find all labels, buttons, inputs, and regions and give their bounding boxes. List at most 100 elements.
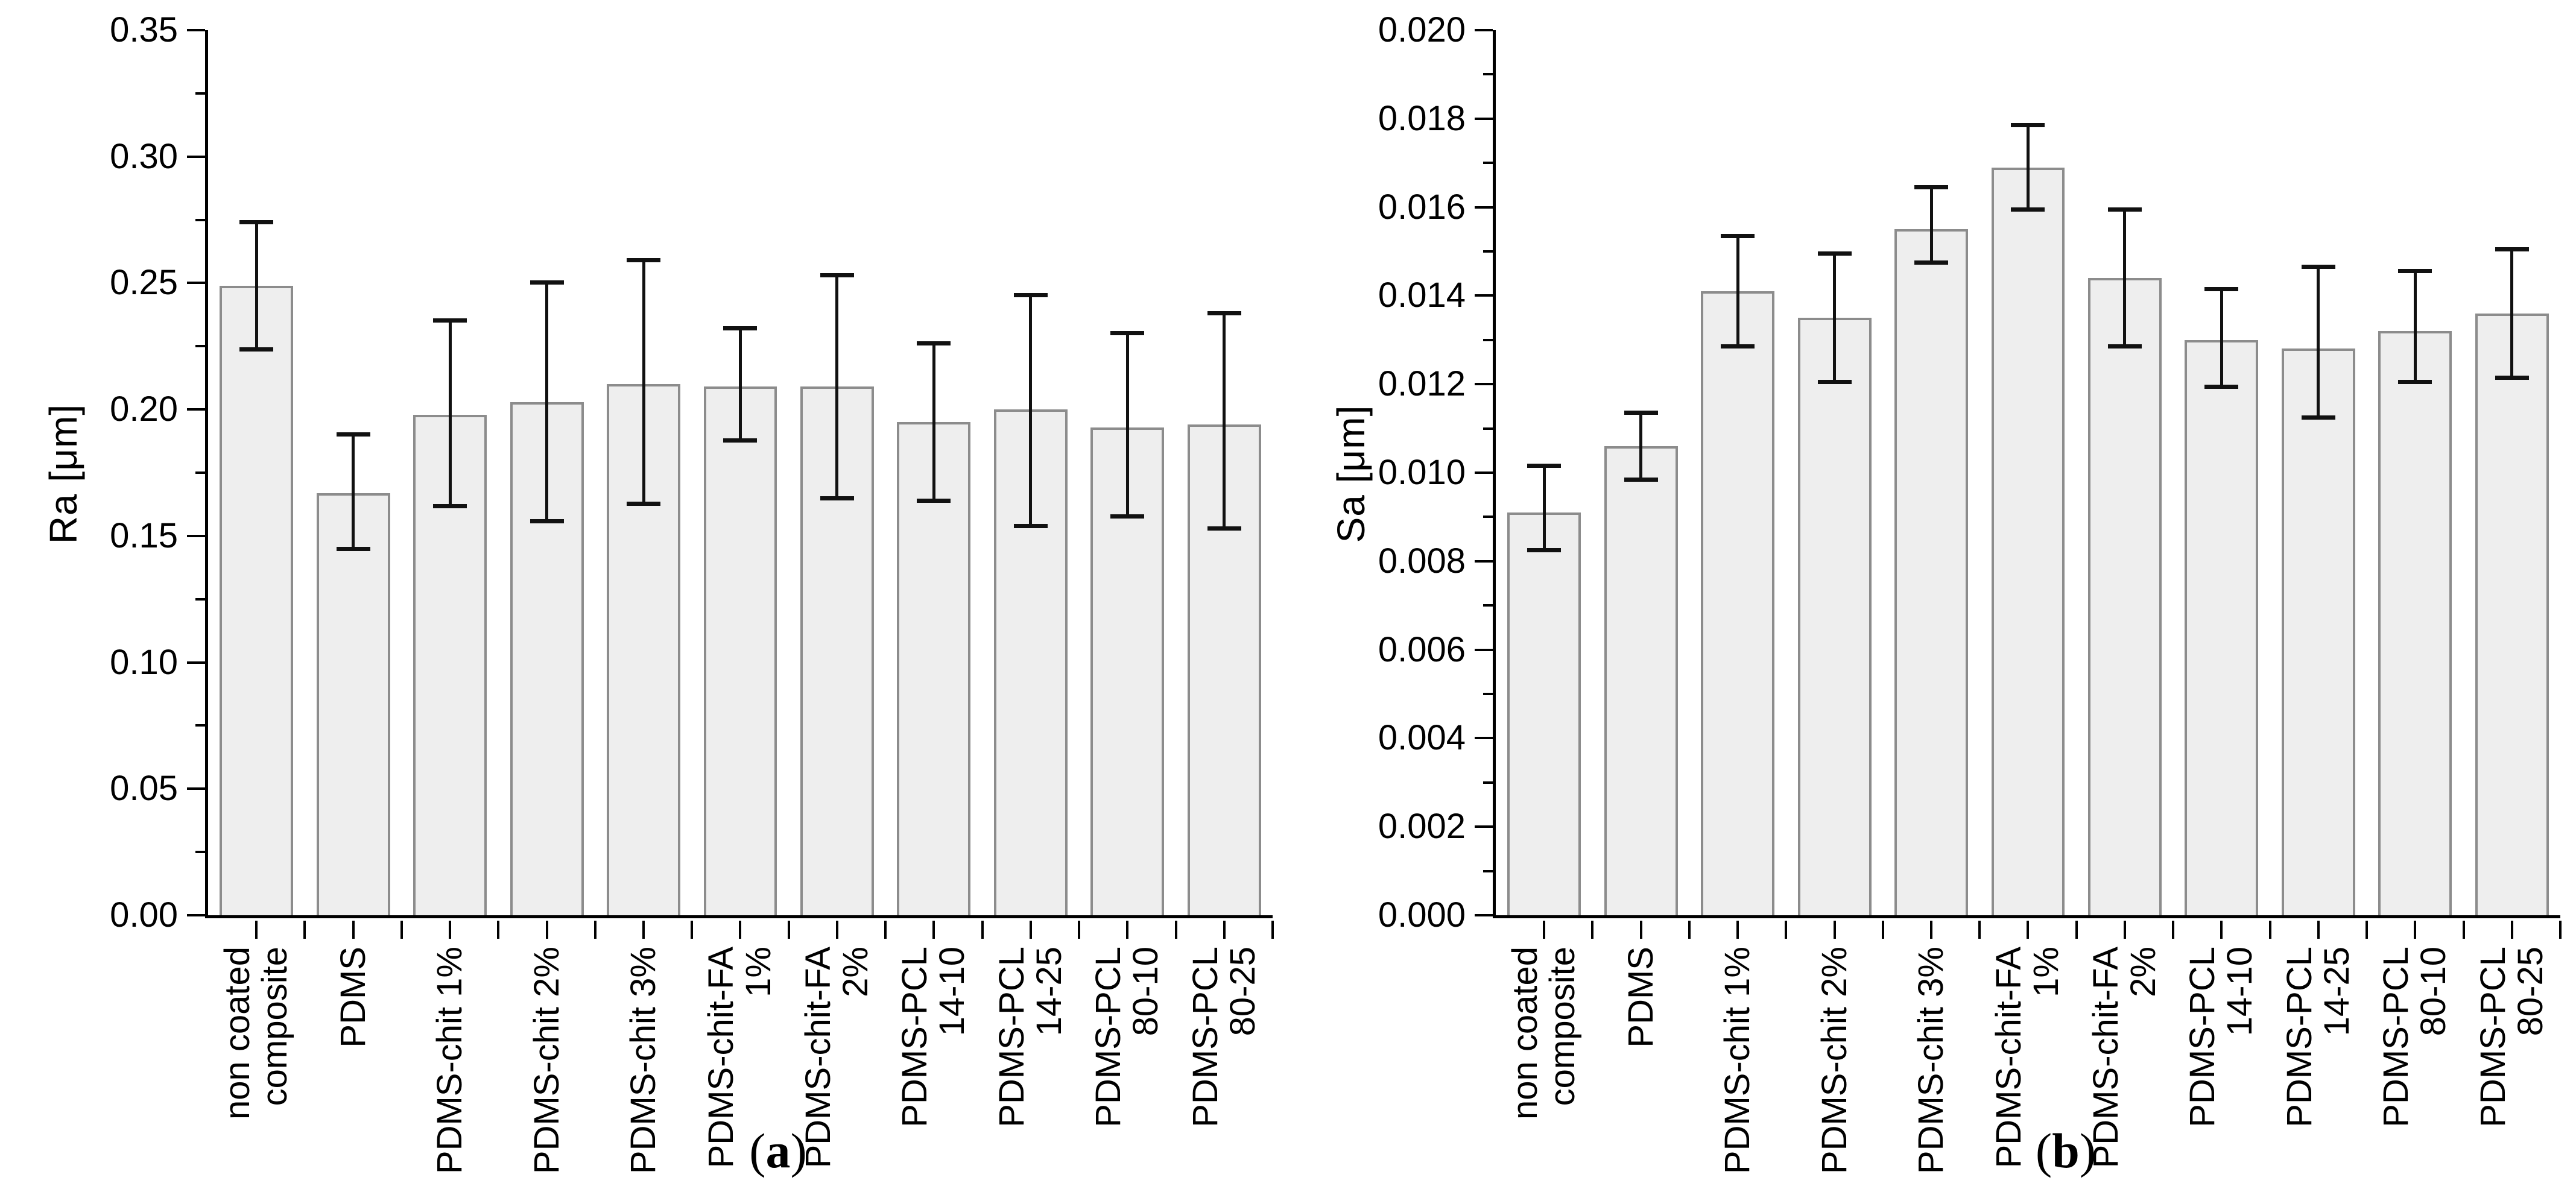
bars-container-a: non coated composite PDMS PDMS-chit 1% PDMS-… (208, 30, 1274, 1174)
panel-letter: a (765, 1123, 791, 1178)
error-bar-cap-bottom (1914, 260, 1949, 265)
x-major-tick (2220, 921, 2223, 939)
y-minor-tick (1483, 73, 1493, 76)
x-boundary-tick (1688, 921, 1691, 939)
panel-label-paren: ( (2035, 1123, 2052, 1178)
error-bar (1013, 293, 1048, 529)
plot-area-a: non coated composite PDMS PDMS-chit 1% PDMS-… (110, 13, 1274, 1174)
bar-slot: PDMS (303, 30, 401, 1048)
error-bar-cap-bottom (530, 519, 564, 523)
x-boundary-tick (884, 921, 887, 939)
x-boundary-tick (1174, 921, 1177, 939)
error-bar-line (2413, 269, 2417, 385)
error-bar-cap-bottom (2495, 375, 2529, 380)
error-bar (1817, 251, 1852, 385)
error-bar (2398, 269, 2432, 385)
panel-label-paren: ) (2079, 1123, 2097, 1178)
x-major-tick (739, 921, 742, 939)
error-bar (530, 280, 564, 523)
y-minor-tick (195, 92, 205, 95)
x-boundary-tick (593, 921, 597, 939)
x-boundary-tick (497, 921, 500, 939)
error-bar-cap-top (820, 273, 854, 277)
error-bar-line (2510, 247, 2514, 380)
y-tick-label: 0.35 (110, 10, 178, 49)
y-major-tick (187, 29, 205, 31)
x-boundary-tick (1978, 921, 1981, 939)
x-major-tick (1736, 921, 1739, 939)
y-tick-label: 0.20 (110, 389, 178, 429)
x-boundary-tick (787, 921, 790, 939)
x-major-tick (2027, 921, 2030, 939)
error-bar (820, 273, 854, 501)
error-bar-cap-top (1721, 233, 1755, 238)
y-tick-label: 0.002 (1378, 807, 1466, 847)
bar-slot: PDMS-chit 2% (1785, 30, 1882, 1174)
y-major-tick (1475, 737, 1493, 740)
error-bar (239, 219, 274, 352)
y-tick-label: 0.000 (1378, 895, 1466, 935)
panel-label-b: (b) (1493, 1123, 2560, 1179)
error-bar-cap-bottom (433, 503, 467, 508)
panel-label-paren: ) (790, 1123, 807, 1178)
y-major-tick (187, 534, 205, 537)
bar (1701, 291, 1775, 915)
error-bar-cap-top (2398, 269, 2432, 274)
y-minor-tick (1483, 516, 1493, 519)
error-bar-cap-top (2107, 207, 2142, 212)
y-tick-label: 0.012 (1378, 364, 1466, 404)
x-major-tick (449, 921, 452, 939)
error-bar-cap-top (917, 341, 951, 345)
bar-slot: PDMS-PCL 80-10 (2366, 30, 2463, 1127)
y-major-tick (1475, 294, 1493, 297)
y-tick-label: 0.004 (1378, 718, 1466, 758)
x-boundary-tick (2172, 921, 2175, 939)
error-bar (1914, 184, 1949, 265)
error-bar-cap-top (1013, 293, 1048, 298)
x-major-tick (2414, 921, 2417, 939)
error-bar-cap-bottom (1721, 344, 1755, 349)
bar-slot: PDMS-chit-FA 1% (691, 30, 788, 1168)
error-bar (2107, 207, 2142, 349)
y-tick-label: 0.014 (1378, 276, 1466, 315)
x-boundary-tick (1591, 921, 1594, 939)
x-major-tick (1833, 921, 1836, 939)
error-bar-line (738, 326, 742, 443)
error-bar-cap-top (1914, 184, 1949, 189)
error-bar-line (255, 219, 258, 352)
error-bar (433, 318, 467, 508)
bar-slot: PDMS-PCL 80-25 (2462, 30, 2562, 1127)
bar-slot: PDMS-PCL 14-10 (2172, 30, 2270, 1127)
bar-slot: non coated composite (1496, 30, 1592, 1120)
y-major-tick (187, 661, 205, 664)
x-boundary-tick (981, 921, 984, 939)
y-major-tick (187, 914, 205, 916)
x-major-tick (1639, 921, 1642, 939)
x-boundary-tick (1881, 921, 1884, 939)
error-bar-line (642, 257, 645, 506)
error-bar-cap-top (239, 219, 274, 224)
error-bar-cap-bottom (1207, 526, 1241, 531)
error-bar-line (545, 280, 549, 523)
error-bar-cap-bottom (627, 501, 661, 506)
bar (703, 386, 777, 915)
error-bar-line (1929, 184, 1933, 265)
bar-slot: PDMS-PCL 80-25 (1174, 30, 1274, 1127)
panel-label-a: (a) (205, 1123, 1273, 1179)
x-boundary-tick (1078, 921, 1081, 939)
error-bar-cap-top (336, 432, 370, 437)
error-bar (1110, 331, 1145, 519)
error-bar (2495, 247, 2529, 380)
error-bar-line (2026, 123, 2030, 212)
y-minor-tick (1483, 604, 1493, 607)
bar-slot: PDMS-chit 2% (497, 30, 595, 1174)
error-bar-line (1542, 464, 1546, 553)
x-boundary-tick (400, 921, 403, 939)
y-minor-tick (1483, 250, 1493, 253)
error-bar (1527, 464, 1562, 553)
panel-b: Sa [μm] non coated composite PDMS PDMS-chit… (1288, 0, 2576, 1192)
bar (1894, 229, 1969, 915)
error-bar-line (932, 341, 935, 503)
x-major-tick (2510, 921, 2513, 939)
y-major-tick (187, 282, 205, 285)
